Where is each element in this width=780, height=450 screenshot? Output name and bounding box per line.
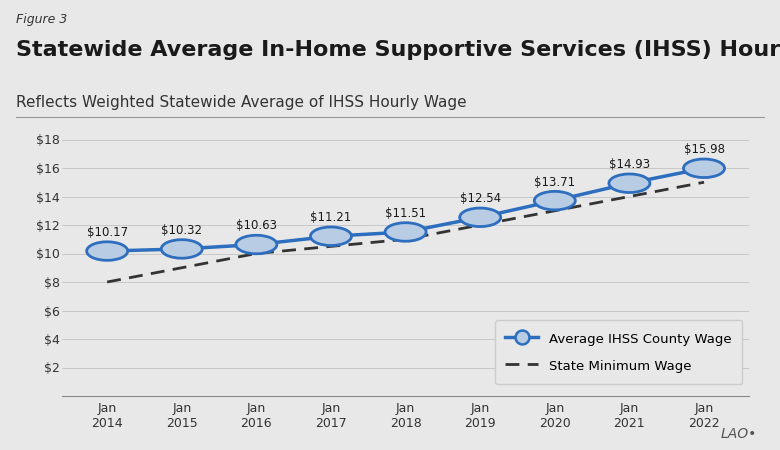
Legend: Average IHSS County Wage, State Minimum Wage: Average IHSS County Wage, State Minimum … [495, 320, 743, 384]
Text: $15.98: $15.98 [683, 143, 725, 156]
Ellipse shape [87, 242, 128, 261]
Ellipse shape [609, 174, 650, 193]
Ellipse shape [236, 235, 277, 254]
Text: $11.51: $11.51 [385, 207, 426, 220]
Text: Figure 3: Figure 3 [16, 14, 67, 27]
Text: $13.71: $13.71 [534, 176, 576, 189]
Text: Statewide Average In-Home Supportive Services (IHSS) Hourly Wage: Statewide Average In-Home Supportive Ser… [16, 40, 780, 60]
Text: $14.93: $14.93 [609, 158, 650, 171]
Ellipse shape [385, 223, 426, 241]
Text: $10.17: $10.17 [87, 226, 128, 239]
Ellipse shape [683, 159, 725, 178]
Ellipse shape [534, 191, 576, 210]
Text: $10.32: $10.32 [161, 224, 202, 237]
Ellipse shape [310, 227, 352, 246]
Ellipse shape [161, 240, 202, 258]
Text: $12.54: $12.54 [459, 192, 501, 205]
Text: LAO•: LAO• [721, 427, 757, 441]
Ellipse shape [459, 208, 501, 226]
Text: $10.63: $10.63 [236, 220, 277, 232]
Text: $11.21: $11.21 [310, 211, 352, 224]
Text: Reflects Weighted Statewide Average of IHSS Hourly Wage: Reflects Weighted Statewide Average of I… [16, 94, 466, 109]
